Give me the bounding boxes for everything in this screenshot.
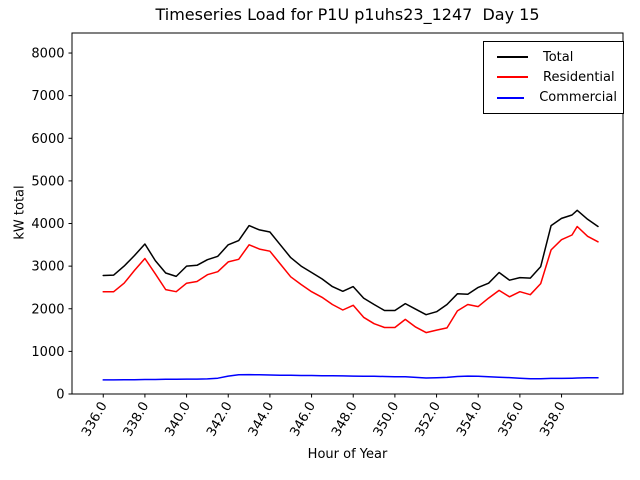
x-tick-label: 350.0 xyxy=(371,400,403,440)
x-axis-label: Hour of Year xyxy=(307,447,388,462)
y-axis-label: kW total xyxy=(12,185,28,240)
y-axis-ticks: 0 1000 2000 3000 4000 5000 6000 7000 8000 xyxy=(31,47,72,403)
y-tick-label: 2000 xyxy=(31,302,64,317)
axes-frame xyxy=(71,32,624,395)
legend-line-sample-total xyxy=(497,56,528,59)
legend-entry-residential: Residential xyxy=(497,71,617,84)
x-tick-label: 348.0 xyxy=(329,400,361,440)
series-line-total xyxy=(102,209,599,316)
x-tick-label: 344.0 xyxy=(246,400,278,440)
chart-title: Timeseries Load for P1U p1uhs23_1247 Day… xyxy=(155,5,540,24)
legend-entry-commercial: Commercial xyxy=(497,91,617,104)
y-tick-label: 3000 xyxy=(31,260,64,275)
y-tick-label: 5000 xyxy=(31,174,64,189)
y-tick-label: 6000 xyxy=(31,132,64,147)
x-tick-label: 338.0 xyxy=(121,400,153,440)
legend-line-sample-residential xyxy=(497,76,528,79)
y-tick-label: 1000 xyxy=(31,345,64,360)
legend-label-commercial: Commercial xyxy=(539,90,617,106)
legend-line-sample-commercial xyxy=(497,96,525,99)
x-tick-label: 346.0 xyxy=(287,400,319,440)
x-tick-label: 354.0 xyxy=(454,399,486,439)
series-line-residential xyxy=(102,225,599,334)
y-tick-label: 0 xyxy=(56,388,64,403)
x-tick-label: 342.0 xyxy=(204,400,236,440)
x-tick-label: 336.0 xyxy=(79,400,111,440)
legend-label-residential: Residential xyxy=(543,69,615,85)
legend-entry-total: Total xyxy=(497,51,617,64)
y-tick-label: 8000 xyxy=(31,47,64,62)
legend: Total Residential Commercial xyxy=(483,41,624,114)
x-tick-label: 340.0 xyxy=(162,400,194,440)
x-tick-label: 358.0 xyxy=(537,400,569,440)
x-tick-label: 352.0 xyxy=(412,400,444,440)
series-line-commercial xyxy=(102,373,599,381)
legend-label-total: Total xyxy=(543,49,574,65)
y-tick-label: 7000 xyxy=(31,89,64,104)
y-tick-label: 4000 xyxy=(31,217,64,232)
x-axis-ticks: 336.0 338.0 340.0 342.0 344.0 346.0 348.0 350.0… xyxy=(79,394,569,439)
series-lines xyxy=(102,209,599,381)
x-tick-label: 356.0 xyxy=(496,400,528,440)
